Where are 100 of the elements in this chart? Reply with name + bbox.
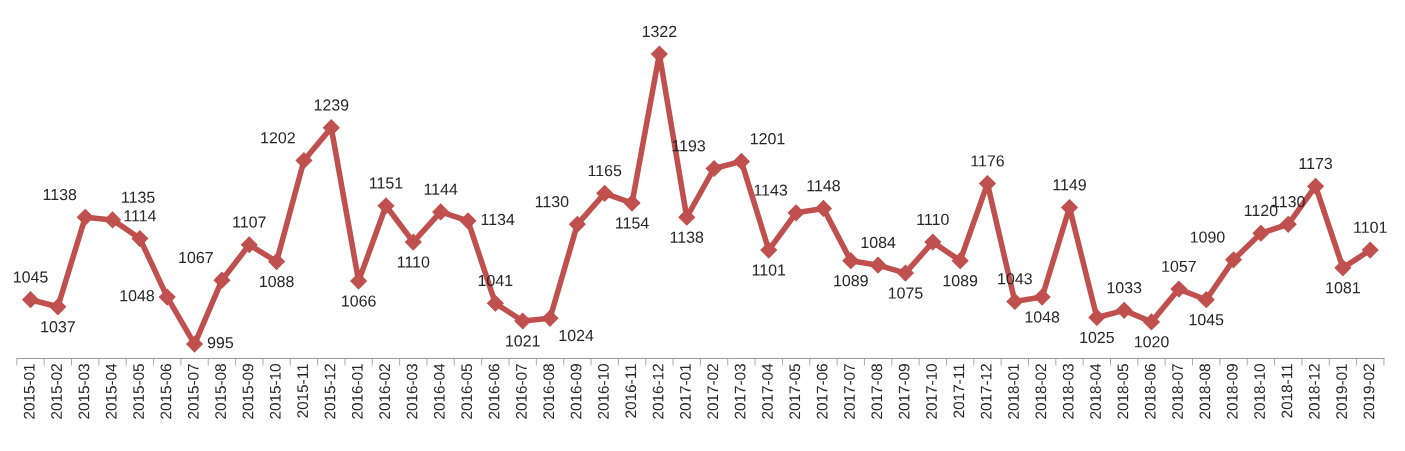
x-tick-label: 2017-01	[680, 364, 691, 419]
point	[1006, 293, 1024, 310]
x-tick-label: 2016-10	[597, 364, 609, 419]
x-tick-label: 2019-01	[1336, 364, 1348, 419]
data-label: 1176	[971, 155, 1004, 167]
point	[623, 194, 641, 212]
data-label: 1202	[261, 132, 295, 144]
point	[869, 256, 887, 274]
point	[49, 298, 67, 316]
point	[486, 294, 504, 312]
data-label: 1088	[260, 275, 294, 288]
data-label: 1138	[670, 231, 704, 243]
point	[186, 335, 203, 353]
x-tick-label: 2017-04	[762, 363, 773, 419]
x-tick-label: 2017-12	[980, 364, 992, 419]
point	[459, 212, 477, 230]
data-label: 1075	[888, 287, 923, 299]
point	[1033, 288, 1051, 306]
data-label: 1020	[1134, 336, 1169, 348]
data-label: 1057	[1162, 260, 1196, 273]
x-tick-label: 2016-03	[406, 364, 418, 419]
data-label: 1101	[1354, 221, 1387, 234]
data-label: 1048	[1025, 311, 1060, 323]
data-label: 1067	[179, 251, 213, 264]
x-tick-label: 2015-03	[78, 364, 90, 419]
x-tick-label: 2018-04	[1090, 363, 1101, 419]
x-tick-label: 2015-09	[242, 364, 254, 419]
point	[240, 236, 258, 254]
x-tick-label: 2015-08	[215, 364, 227, 419]
point	[1307, 177, 1324, 195]
x-tick-label: 2018-01	[1008, 364, 1019, 419]
data-label: 1239	[314, 99, 349, 111]
x-tick-label: 2015-06	[160, 364, 172, 419]
point	[104, 211, 121, 229]
x-tick-label: 2018-03	[1062, 364, 1074, 419]
x-tick-label: 2017-11	[953, 364, 965, 418]
x-tick-label: 2015-07	[187, 364, 199, 419]
point	[596, 184, 614, 202]
point	[1225, 251, 1242, 269]
point	[1252, 224, 1270, 242]
point	[268, 253, 285, 270]
data-label: 1101	[752, 264, 786, 276]
point	[951, 252, 969, 270]
x-tick-label: 2015-11	[297, 364, 309, 418]
x-tick-label: 2016-12	[652, 364, 664, 419]
point	[131, 230, 149, 247]
data-label: 1081	[1326, 282, 1360, 294]
data-label: 1148	[807, 180, 840, 192]
x-tick-label: 2017-02	[707, 364, 719, 419]
point	[842, 252, 860, 270]
data-label: 1151	[370, 177, 403, 189]
data-label: 1089	[834, 275, 868, 287]
data-label: 1322	[642, 25, 677, 38]
data-label: 1143	[754, 184, 788, 196]
data-label: 1154	[616, 217, 649, 229]
data-label: 1107	[233, 216, 266, 228]
point	[322, 119, 340, 137]
point	[432, 203, 450, 221]
point	[897, 264, 914, 282]
point	[924, 233, 942, 251]
point	[76, 208, 94, 226]
point	[760, 241, 778, 259]
x-tick-label: 2019-02	[1363, 364, 1375, 419]
data-label: 995	[207, 337, 234, 349]
x-tick-label: 2017-06	[816, 364, 828, 419]
data-label: 1021	[506, 335, 540, 347]
x-tick-label: 2018-08	[1199, 364, 1211, 419]
data-label: 1135	[122, 191, 155, 203]
x-tick-label: 2017-10	[926, 364, 937, 419]
x-tick-label: 2015-10	[269, 364, 281, 419]
point	[1279, 215, 1297, 233]
x-tick-label: 2016-05	[461, 364, 473, 419]
data-label: 1033	[1107, 282, 1142, 294]
data-label: 1066	[342, 295, 376, 307]
x-tick-label: 2016-06	[488, 364, 500, 419]
data-label: 1048	[120, 290, 155, 302]
data-label: 1110	[397, 256, 430, 268]
data-label: 1090	[1190, 231, 1225, 243]
x-tick-label: 2018-07	[1172, 364, 1183, 419]
x-tick-label: 2015-12	[324, 364, 336, 419]
x-tick-label: 2015-02	[51, 364, 62, 419]
data-label: 1114	[124, 210, 157, 222]
data-label: 1144	[424, 183, 458, 195]
x-tick-label: 2017-09	[898, 364, 910, 419]
x-tick-label: 2016-09	[570, 364, 582, 419]
point	[158, 288, 176, 306]
data-label: 1037	[41, 321, 75, 333]
x-tick-label: 2018-02	[1035, 364, 1047, 419]
data-label: 1149	[1053, 179, 1086, 191]
point	[295, 152, 313, 169]
data-label: 1084	[861, 236, 896, 249]
point	[1197, 291, 1215, 309]
point	[1170, 280, 1188, 298]
point	[514, 312, 532, 330]
point	[1143, 313, 1160, 331]
x-tick-label: 2018-11	[1281, 364, 1293, 418]
x-tick-label: 2017-05	[789, 364, 801, 419]
data-label: 1045	[1189, 314, 1224, 326]
data-label: 1173	[1299, 157, 1333, 170]
data-label: 1201	[750, 133, 785, 145]
